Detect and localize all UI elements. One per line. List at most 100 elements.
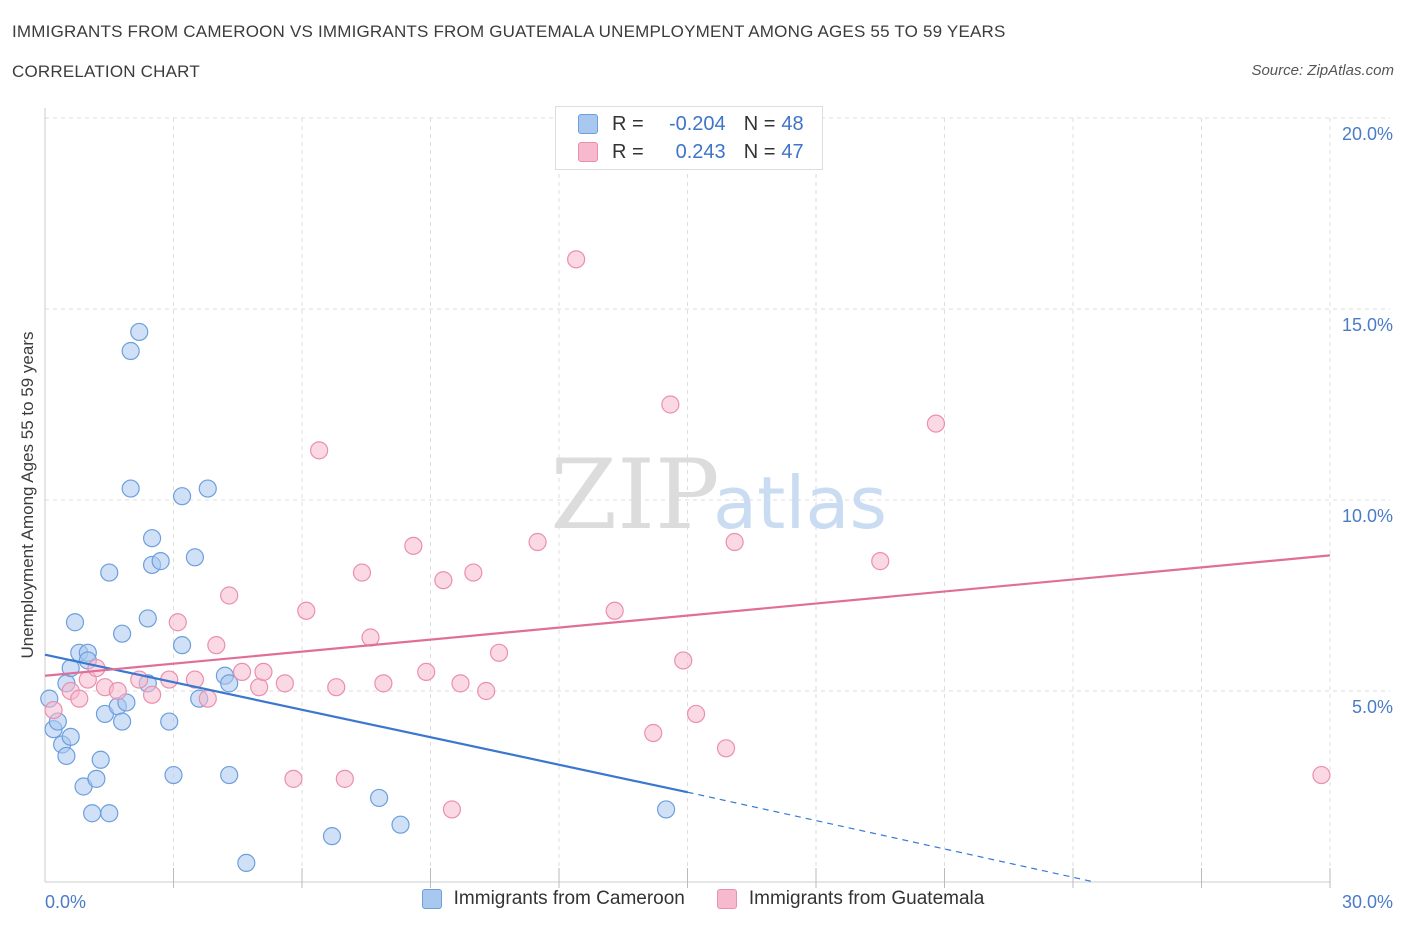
legend-row-cameroon: R = -0.204 N = 48 bbox=[578, 111, 804, 137]
trendline-cameroon bbox=[44, 653, 688, 794]
x-tick-label: 30.0% bbox=[1342, 892, 1393, 912]
guatemala-point bbox=[198, 689, 217, 708]
guatemala-point bbox=[284, 769, 303, 788]
y-tick-label: 15.0% bbox=[1342, 315, 1393, 335]
x-tick-label: 0.0% bbox=[45, 892, 86, 912]
watermark: ZIP atlas bbox=[550, 439, 887, 551]
cameroon-point bbox=[391, 815, 410, 834]
cameroon-point bbox=[164, 765, 183, 785]
guatemala-point bbox=[335, 769, 354, 788]
legend-n-value: 48 bbox=[781, 112, 804, 135]
guatemala-point bbox=[716, 739, 736, 758]
cameroon-point bbox=[65, 613, 85, 632]
guatemala-point bbox=[220, 586, 239, 605]
guatemala-point bbox=[352, 563, 372, 582]
legend-r-value: -0.204 bbox=[668, 112, 726, 135]
guatemala-point bbox=[297, 601, 316, 620]
guatemala-point bbox=[605, 601, 624, 620]
trend-layer bbox=[44, 554, 1331, 883]
guatemala-point bbox=[528, 532, 547, 552]
cameroon-point bbox=[61, 727, 80, 746]
guatemala-point bbox=[489, 643, 509, 662]
series-legend-item-guatemala: Immigrants from Guatemala bbox=[716, 888, 985, 910]
guatemala-point bbox=[70, 689, 89, 708]
chart-title: IMMIGRANTS FROM CAMEROON VS IMMIGRANTS F… bbox=[12, 22, 1006, 41]
legend-r-value: 0.243 bbox=[675, 140, 726, 163]
cameroon-point bbox=[112, 712, 132, 731]
guatemala-point bbox=[310, 441, 329, 460]
cameroon-point bbox=[172, 487, 192, 506]
guatemala-point bbox=[644, 723, 663, 743]
guatemala-point bbox=[725, 532, 744, 552]
guatemala-point bbox=[434, 571, 453, 590]
cameroon-point bbox=[220, 765, 239, 785]
cameroon-point bbox=[112, 624, 132, 643]
y-tick-label: 5.0% bbox=[1352, 697, 1393, 717]
guatemala-point bbox=[661, 395, 680, 414]
points-layer bbox=[40, 250, 1331, 873]
ticks-layer: 5.0% 10.0% 15.0% 20.0% 0.0% 30.0% bbox=[45, 124, 1393, 912]
guatemala-point bbox=[686, 704, 706, 724]
guatemala-point bbox=[464, 563, 483, 582]
watermark-atlas: atlas bbox=[713, 461, 887, 545]
guatemala-point bbox=[207, 636, 226, 655]
cameroon-point bbox=[100, 804, 119, 823]
cameroon-point bbox=[57, 746, 76, 766]
guatemala-point bbox=[442, 800, 462, 819]
guatemala-point bbox=[361, 628, 380, 647]
source-credit: Source: ZipAtlas.com bbox=[1251, 62, 1394, 79]
watermark-zip: ZIP bbox=[550, 439, 719, 551]
cameroon-point bbox=[237, 853, 256, 873]
series-legend-label: Immigrants from Cameroon bbox=[453, 888, 685, 909]
cameroon-point bbox=[138, 609, 157, 628]
series-legend-item-cameroon: Immigrants from Cameroon bbox=[421, 888, 685, 910]
y-axis-label: Unemployment Among Ages 55 to 59 years bbox=[18, 332, 37, 659]
guatemala-point bbox=[327, 678, 346, 697]
guatemala-point bbox=[168, 613, 187, 632]
trendline-cameroon-extension bbox=[687, 791, 1095, 883]
cameroon-point bbox=[172, 636, 192, 655]
guatemala-point bbox=[417, 662, 436, 682]
correlation-legend: R = -0.204 N = 48 R = 0.243 N = 47 bbox=[555, 106, 823, 170]
cameroon-point bbox=[198, 479, 217, 498]
guatemala-point bbox=[232, 662, 252, 682]
cameroon-point bbox=[121, 341, 140, 361]
cameroon-point bbox=[185, 548, 205, 567]
series-legend: Immigrants from Cameroon Immigrants from… bbox=[0, 888, 1406, 910]
legend-r-label: R = bbox=[612, 112, 644, 135]
cameroon-point bbox=[87, 769, 106, 788]
legend-r-label: R = bbox=[612, 140, 644, 163]
guatemala-point bbox=[44, 700, 63, 720]
guatemala-point bbox=[871, 552, 890, 571]
guatemala-point bbox=[275, 674, 294, 693]
trendline-guatemala bbox=[44, 554, 1331, 677]
cameroon-point bbox=[142, 529, 162, 548]
y-tick-label: 20.0% bbox=[1342, 124, 1393, 144]
guatemala-point bbox=[451, 674, 470, 693]
guatemala-point bbox=[254, 662, 273, 682]
cameroon-point bbox=[121, 479, 140, 498]
cameroon-point bbox=[91, 750, 110, 769]
guatemala-point bbox=[926, 414, 946, 433]
series-swatch-cameroon bbox=[421, 889, 442, 909]
y-tick-label: 10.0% bbox=[1342, 506, 1393, 526]
legend-row-guatemala: R = 0.243 N = 47 bbox=[578, 139, 804, 165]
cameroon-point bbox=[130, 322, 149, 342]
guatemala-point bbox=[404, 536, 423, 555]
legend-swatch-cameroon bbox=[578, 114, 598, 134]
guatemala-point bbox=[674, 651, 693, 670]
legend-swatch-guatemala bbox=[578, 142, 598, 162]
legend-n-label: N = bbox=[743, 112, 776, 135]
cameroon-point bbox=[656, 800, 676, 819]
guatemala-point bbox=[142, 685, 162, 704]
cameroon-point bbox=[220, 674, 239, 693]
series-legend-label: Immigrants from Guatemala bbox=[748, 888, 985, 909]
axes-layer bbox=[44, 108, 1331, 888]
guatemala-point bbox=[567, 250, 586, 269]
series-swatch-guatemala bbox=[716, 889, 737, 909]
guatemala-point bbox=[374, 674, 393, 693]
legend-n-label: N = bbox=[743, 140, 776, 163]
cameroon-point bbox=[370, 788, 389, 808]
legend-n-value: 47 bbox=[781, 140, 804, 163]
